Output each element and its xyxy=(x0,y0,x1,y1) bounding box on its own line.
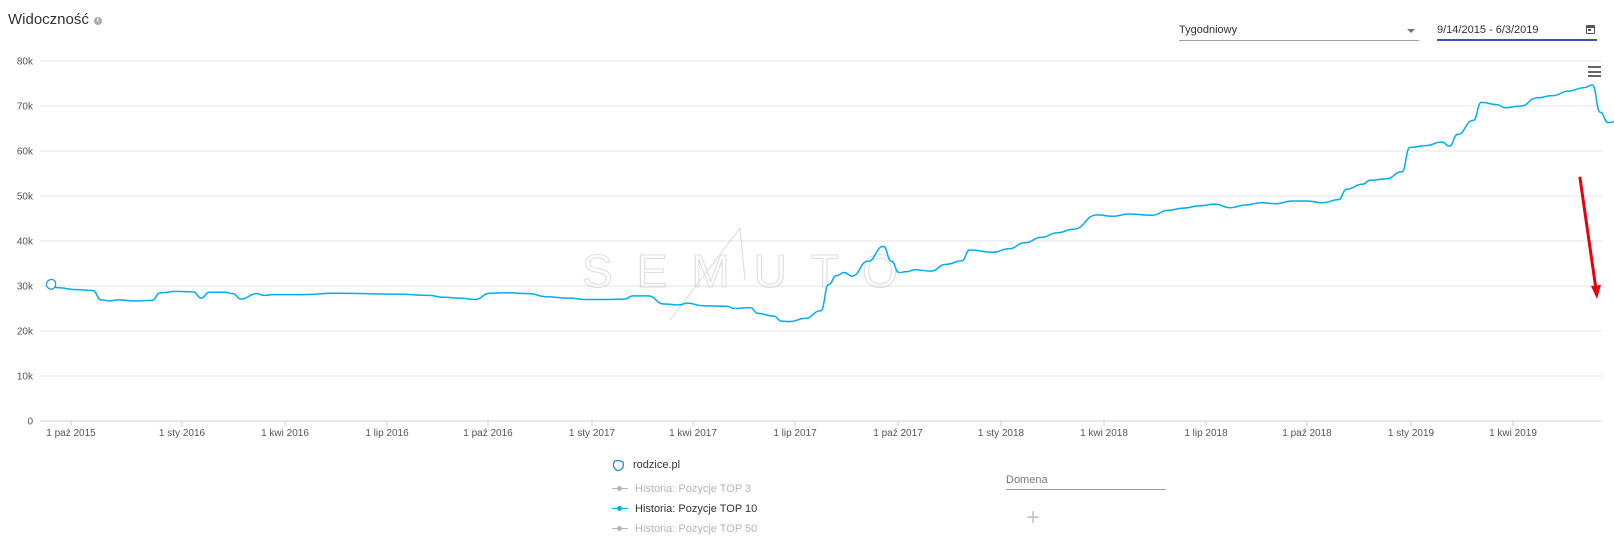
legend-item-label: Historia: Pozycje TOP 50 xyxy=(635,522,758,535)
legend-domain: rodzice.pl xyxy=(612,457,757,473)
x-tick-label: 1 kwi 2017 xyxy=(669,428,717,439)
y-tick-label: 70k xyxy=(17,102,34,113)
legend-domain-label: rodzice.pl xyxy=(633,459,681,471)
y-axis: 0 10k 20k 30k 40k 50k 60k 70k 80k xyxy=(17,57,34,428)
x-tick-label: 1 kwi 2019 xyxy=(1489,428,1537,439)
y-tick-label: 10k xyxy=(17,372,34,383)
page-title-text: Widoczność xyxy=(8,11,89,28)
info-icon[interactable]: i xyxy=(93,16,102,25)
plot-area xyxy=(45,84,1614,323)
svg-text:SEMUTO: SEMUTO xyxy=(582,245,922,297)
y-tick-label: 40k xyxy=(17,237,34,248)
date-range-input[interactable]: 9/14/2015 - 6/3/2019 xyxy=(1437,20,1597,41)
chevron-down-icon xyxy=(1407,29,1415,33)
legend-item-label: Historia: Pozycje TOP 3 xyxy=(635,482,752,495)
legend-marker-icon xyxy=(612,505,628,513)
x-tick-label: 1 sty 2019 xyxy=(1388,428,1435,439)
x-tick-label: 1 sty 2017 xyxy=(569,428,616,439)
chart-grid xyxy=(40,60,1602,422)
x-tick-label: 1 kwi 2018 xyxy=(1080,428,1128,439)
page-title: Widoczność i xyxy=(8,11,102,28)
legend-item-top10[interactable]: Historia: Pozycje TOP 10 xyxy=(612,499,757,518)
x-tick-label: 1 paź 2018 xyxy=(1282,428,1332,439)
interval-select[interactable]: Tygodniowy xyxy=(1179,20,1419,41)
chart-legend: rodzice.pl Historia: Pozycje TOP 3 Histo… xyxy=(612,457,757,538)
x-tick-label: 1 lip 2018 xyxy=(1184,428,1228,439)
hamburger-menu-icon[interactable] xyxy=(1588,66,1601,77)
plus-icon[interactable]: + xyxy=(1025,504,1040,531)
x-axis: 1 paź 2015 1 sty 2016 1 kwi 2016 1 lip 2016… xyxy=(46,421,1537,439)
x-tick-label: 1 sty 2018 xyxy=(978,428,1025,439)
series-line xyxy=(50,84,1614,323)
legend-item-label: Historia: Pozycje TOP 10 xyxy=(635,502,758,515)
y-tick-label: 30k xyxy=(17,282,34,293)
y-tick-label: 80k xyxy=(17,57,34,68)
legend-item-top3[interactable]: Historia: Pozycje TOP 3 xyxy=(612,479,757,498)
y-tick-label: 60k xyxy=(17,147,34,158)
calendar-icon[interactable] xyxy=(1586,25,1595,34)
y-tick-label: 50k xyxy=(17,192,34,203)
x-tick-label: 1 lip 2016 xyxy=(365,428,409,439)
x-tick-label: 1 paź 2016 xyxy=(463,428,513,439)
domain-input-placeholder: Domena xyxy=(1006,474,1048,486)
watermark-logo: SEMUTO xyxy=(581,226,922,321)
x-tick-label: 1 paź 2017 xyxy=(873,428,923,439)
annotation-arrow xyxy=(1578,176,1601,299)
leaf-icon xyxy=(612,459,625,471)
x-tick-label: 1 paź 2015 xyxy=(46,428,96,439)
domain-input[interactable]: Domena xyxy=(1006,471,1166,490)
legend-marker-icon xyxy=(612,525,628,533)
arrow-shaft xyxy=(1578,176,1598,290)
x-tick-label: 1 lip 2017 xyxy=(773,428,817,439)
x-tick-label: 1 kwi 2016 xyxy=(261,428,309,439)
series-start-marker xyxy=(45,278,57,290)
watermark-slash xyxy=(669,226,746,321)
y-tick-label: 0 xyxy=(27,417,33,428)
legend-marker-icon xyxy=(612,485,628,493)
arrow-head xyxy=(1591,285,1601,299)
legend-item-top50[interactable]: Historia: Pozycje TOP 50 xyxy=(612,519,757,538)
interval-select-value: Tygodniowy xyxy=(1179,24,1238,36)
y-tick-label: 20k xyxy=(17,327,34,338)
x-tick-label: 1 sty 2016 xyxy=(159,428,206,439)
date-range-value: 9/14/2015 - 6/3/2019 xyxy=(1437,24,1539,36)
